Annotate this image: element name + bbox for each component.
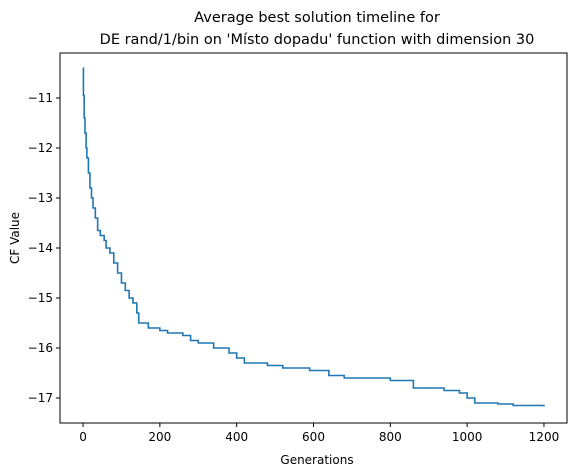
chart-title-line-2: DE rand/1/bin on 'Místo dopadu' function… — [100, 32, 535, 48]
x-axis-ticks: 0 200 400 600 800 1000 1200 — [79, 423, 559, 444]
x-axis-label: Generations — [280, 453, 353, 467]
y-tick-label: −16 — [28, 341, 53, 355]
y-axis-ticks: −17 −16 −15 −14 −13 −12 −11 — [28, 91, 60, 405]
x-tick-label: 800 — [379, 430, 402, 444]
x-tick-label: 400 — [225, 430, 248, 444]
x-tick-label: 200 — [148, 430, 171, 444]
chart-title-line-1: Average best solution timeline for — [194, 10, 440, 26]
x-tick-label: 1200 — [529, 430, 560, 444]
y-tick-label: −14 — [28, 241, 53, 255]
series-line-best-cf — [82, 67, 545, 407]
y-tick-label: −15 — [28, 291, 53, 305]
x-tick-label: 1000 — [452, 430, 483, 444]
y-tick-label: −13 — [28, 191, 53, 205]
x-tick-label: 0 — [79, 430, 87, 444]
y-axis-label: CF Value — [8, 212, 22, 264]
y-tick-label: −11 — [28, 91, 53, 105]
y-tick-label: −12 — [28, 141, 53, 155]
y-tick-label: −17 — [28, 391, 53, 405]
plot-area — [59, 52, 568, 424]
x-tick-label: 600 — [302, 430, 325, 444]
